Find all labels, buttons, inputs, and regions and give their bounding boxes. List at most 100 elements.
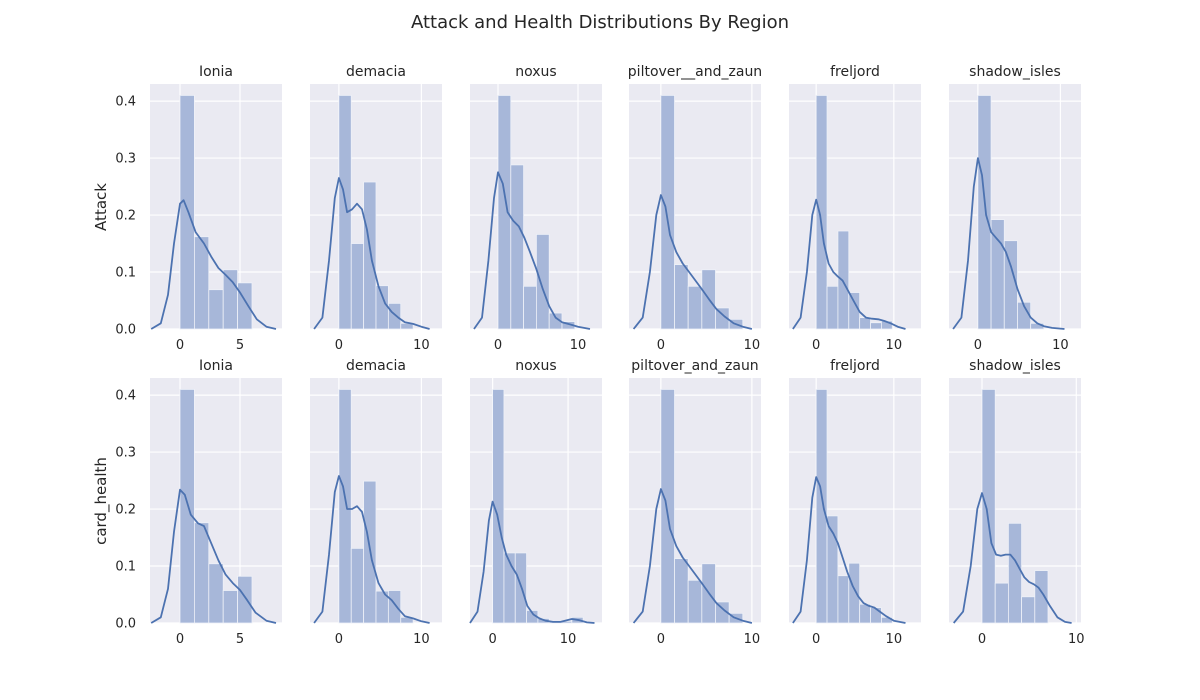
histogram-bar [387, 302, 402, 330]
histogram-bar [536, 234, 550, 330]
figure-title: Attack and Health Distributions By Regio… [411, 12, 789, 33]
x-tick-label: 10 [886, 632, 903, 647]
x-tick-label: 0 [488, 632, 496, 647]
x-tick-label: 10 [744, 338, 761, 353]
histogram-bar [1021, 596, 1036, 624]
subplot-title: piltover_and_zaun [631, 358, 758, 374]
kde-line [632, 488, 753, 624]
x-tick-label: 10 [744, 632, 761, 647]
histogram-bar [994, 582, 1009, 624]
panel-attack-2: demacia 0 10 [310, 64, 442, 353]
histogram-bar [375, 285, 389, 330]
panel-background [150, 84, 282, 329]
subplot-title: Ionia [199, 358, 233, 374]
histogram-bar [848, 562, 861, 624]
subplot-title: demacia [346, 358, 406, 374]
histogram-bar [859, 603, 871, 624]
histogram-bar [715, 307, 730, 330]
y-tick-label: 0.1 [115, 560, 136, 575]
histogram-bar [1034, 570, 1049, 624]
histogram-bar [510, 164, 524, 330]
kde-line [313, 475, 430, 624]
y-tick-label: 0.3 [115, 446, 136, 461]
histogram-bar [523, 285, 537, 330]
histogram-bar [674, 558, 689, 624]
kde-line [792, 198, 906, 330]
x-tick-label: 10 [1052, 338, 1069, 353]
histogram-bar [497, 94, 512, 330]
subplot-title: noxus [515, 64, 556, 80]
row-label-card-health: card_health [92, 457, 111, 545]
histogram-bar [350, 547, 365, 624]
y-tick-label: 0.3 [115, 152, 136, 167]
x-tick-label: 0 [812, 338, 820, 353]
histogram-bar [674, 264, 689, 330]
x-tick-label: 10 [413, 338, 430, 353]
histogram-bar [990, 219, 1005, 330]
histogram-bar [179, 388, 195, 624]
subplot-title: Ionia [199, 64, 233, 80]
histogram-bar [193, 236, 210, 330]
kde-line [792, 476, 906, 624]
histogram-bar [837, 575, 850, 624]
histogram-bar [1008, 522, 1023, 624]
histogram-bar [387, 590, 402, 624]
panel-background [470, 378, 602, 623]
panel-card-health-5: freljord 0 10 [789, 358, 921, 647]
histogram-bar [981, 388, 996, 624]
panel-background [789, 84, 921, 329]
y-tick-label: 0.2 [115, 209, 136, 224]
subplot-title: freljord [830, 358, 880, 374]
histogram-bar [837, 230, 850, 330]
histogram-bar [237, 282, 253, 330]
histogram-bar [338, 94, 352, 330]
panel-attack-4: piltover__and_zaun 0 10 [628, 64, 762, 353]
x-tick-label: 10 [1068, 632, 1085, 647]
histogram-bar [826, 515, 839, 624]
y-tick-label: 0.1 [115, 266, 136, 281]
kde-line [953, 492, 1072, 624]
kde-line [473, 171, 591, 330]
x-tick-label: 0 [657, 632, 665, 647]
panel-card-health-2: demacia 0 10 [310, 358, 442, 647]
kde-line [952, 157, 1065, 330]
histogram-bar [338, 388, 352, 624]
x-tick-label: 5 [236, 338, 244, 353]
x-tick-label: 0 [335, 632, 343, 647]
histogram-bar [350, 243, 365, 330]
kde-line [150, 488, 277, 624]
panel-card-health-1: Ionia 0 5 0.0 0.1 0.2 0.3 0.4 [115, 358, 282, 647]
histogram-bar [715, 601, 730, 624]
histogram-bar [859, 317, 871, 330]
x-tick-label: 5 [236, 632, 244, 647]
histogram-bar [848, 292, 861, 330]
histogram-bar [237, 575, 253, 624]
histogram-bar [660, 94, 675, 330]
histogram-bar [1017, 301, 1032, 330]
x-tick-label: 0 [812, 632, 820, 647]
subplot-title: shadow_isles [969, 358, 1061, 374]
x-tick-label: 0 [978, 632, 986, 647]
histogram-bar [492, 388, 505, 624]
subplot-title: shadow_isles [969, 64, 1061, 80]
y-tick-label: 0.4 [115, 389, 136, 404]
histogram-bar [870, 322, 882, 330]
panel-attack-6: shadow_isles 0 10 [949, 64, 1081, 353]
panel-attack-5: freljord 0 10 [789, 64, 921, 353]
x-tick-label: 0 [335, 338, 343, 353]
x-tick-label: 0 [494, 338, 502, 353]
x-tick-label: 10 [560, 632, 577, 647]
x-tick-label: 0 [657, 338, 665, 353]
x-tick-label: 10 [886, 338, 903, 353]
histogram-bar [660, 388, 675, 624]
histogram-bar [179, 94, 195, 330]
y-tick-label: 0.0 [115, 323, 136, 338]
histogram-bar [222, 590, 238, 624]
y-tick-label: 0.4 [115, 95, 136, 110]
subplot-title: demacia [346, 64, 406, 80]
panel-attack-1: Ionia 0 5 0.0 0.1 0.2 0.3 0.4 [115, 64, 282, 353]
x-tick-label: 10 [413, 632, 430, 647]
histogram-bar [870, 607, 882, 624]
